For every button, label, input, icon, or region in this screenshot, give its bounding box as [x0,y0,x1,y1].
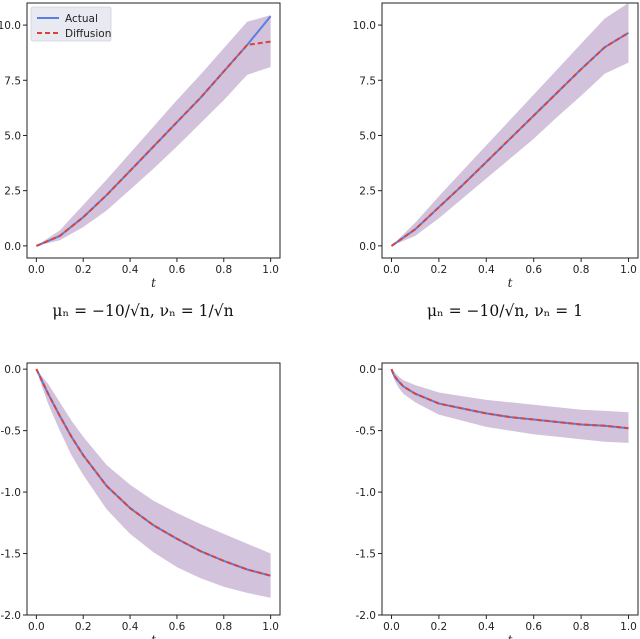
x-tick-label: 0.2 [431,264,448,276]
legend-entry-actual: Actual [65,13,98,25]
x-tick-label: 0.6 [525,264,542,276]
y-tick-label: 7.5 [4,75,21,87]
x-tick-label: 0.0 [28,264,45,276]
x-axis-label: t [508,633,513,639]
y-tick-label: 10.0 [353,20,376,32]
chart-panel-3: 0.0 0.2 0.4 0.6 0.8 1.0 0.0 -0.5 -1.0 -1.5 -2.0 t [1,362,281,639]
y-tick-label: -1.5 [356,549,377,561]
chart-panel-4: 0.0 0.2 0.4 0.6 0.8 1.0 0.0 -0.5 -1.0 -1.5 -2.0 t [356,362,639,639]
x-tick-label: 0.2 [431,621,448,633]
y-tick-label: -2.0 [356,610,377,622]
x-tick-label: 0.4 [478,621,495,633]
x-tick-label: 0.0 [28,621,45,633]
x-tick-label: 0.6 [169,621,186,633]
x-tick-label: 0.2 [75,621,92,633]
x-tick-label: 1.0 [620,621,637,633]
series-line-diffusion [390,31,630,247]
legend-box [30,6,112,42]
x-tick-label: 0.4 [478,264,495,276]
x-tick-label: 0.8 [215,264,232,276]
x-tick-label: 1.0 [262,621,279,633]
confidence-band-diffusion [391,3,629,246]
y-tick-label: 5.0 [359,130,376,142]
x-axis-label: t [151,276,156,290]
x-tick-label: 0.6 [525,621,542,633]
x-tick-label: 1.0 [262,264,279,276]
x-tick-label: 0.0 [383,621,400,633]
y-tick-label: -0.5 [1,426,22,438]
y-tick-label: -1.0 [356,487,377,499]
y-tick-label: 0.0 [359,241,376,253]
confidence-band-diffusion [36,15,271,246]
x-tick-label: 0.2 [75,264,92,276]
x-tick-label: 0.6 [169,264,186,276]
chart-panel-1: 0.0 0.2 0.4 0.6 0.8 1.0 0.0 2.5 5.0 7.5 10.0 t Actua… [0,2,281,290]
caption-right: μₙ = −10/√n, νₙ = 1 [427,302,583,320]
y-tick-label: -1.5 [1,549,22,561]
y-tick-label: 0.0 [359,364,376,376]
y-tick-label: 2.5 [359,186,376,198]
y-tick-label: -0.5 [356,426,377,438]
y-tick-label: 5.0 [4,130,21,142]
x-tick-label: 0.8 [215,621,232,633]
x-axis-label: t [508,276,513,290]
x-axis-label: t [151,633,156,639]
plot-frame [381,2,639,259]
confidence-band-diffusion [36,369,271,598]
plot-frame [381,362,639,616]
y-tick-label: 0.0 [4,241,21,253]
y-tick-label: 10.0 [0,20,21,32]
x-tick-label: 0.8 [573,264,590,276]
x-tick-label: 0.4 [122,264,139,276]
plot-frame [26,2,281,259]
series-line-diffusion [390,368,629,430]
y-tick-label: -1.0 [1,487,22,499]
x-tick-label: 0.8 [573,621,590,633]
caption-left: μₙ = −10/√n, νₙ = 1/√n [52,302,233,320]
y-tick-label: 2.5 [4,186,21,198]
legend-entry-diffusion: Diffusion [65,28,111,40]
series-line-diffusion [35,368,271,577]
x-tick-label: 0.0 [383,264,400,276]
y-tick-label: 7.5 [359,75,376,87]
legend: Actual Diffusion [30,6,112,42]
y-tick-label: -2.0 [1,610,22,622]
x-tick-label: 0.4 [122,621,139,633]
y-tick-label: 0.0 [4,364,21,376]
chart-panel-2: 0.0 0.2 0.4 0.6 0.8 1.0 0.0 2.5 5.0 7.5 10.0 t [353,2,639,290]
series-line-diffusion [36,40,271,247]
x-tick-label: 1.0 [620,264,637,276]
plot-frame [26,362,281,616]
confidence-band-diffusion [391,369,629,443]
